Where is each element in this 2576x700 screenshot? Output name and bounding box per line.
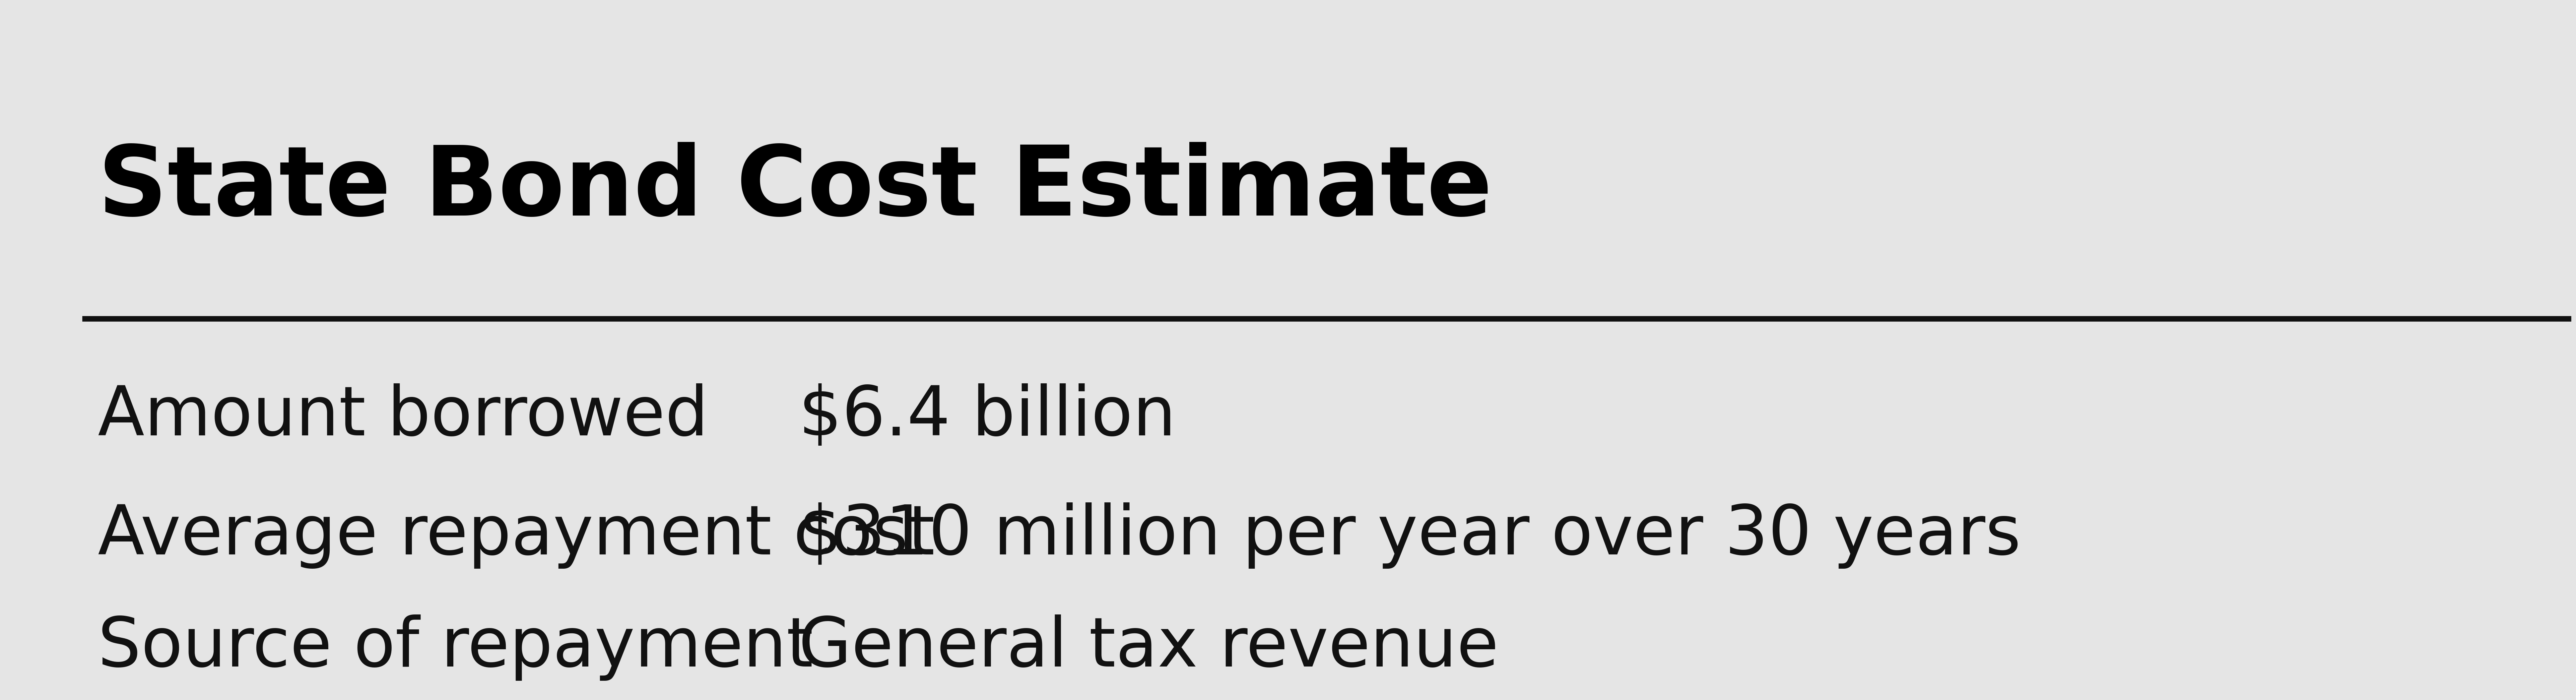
Text: Amount borrowed: Amount borrowed xyxy=(98,384,708,449)
Text: General tax revenue: General tax revenue xyxy=(799,615,1499,680)
Text: $310 million per year over 30 years: $310 million per year over 30 years xyxy=(799,503,2020,568)
Text: Average repayment cost: Average repayment cost xyxy=(98,503,935,568)
Text: $6.4 billion: $6.4 billion xyxy=(799,384,1175,449)
Text: State Bond Cost Estimate: State Bond Cost Estimate xyxy=(98,142,1492,236)
Text: Source of repayment: Source of repayment xyxy=(98,615,814,680)
